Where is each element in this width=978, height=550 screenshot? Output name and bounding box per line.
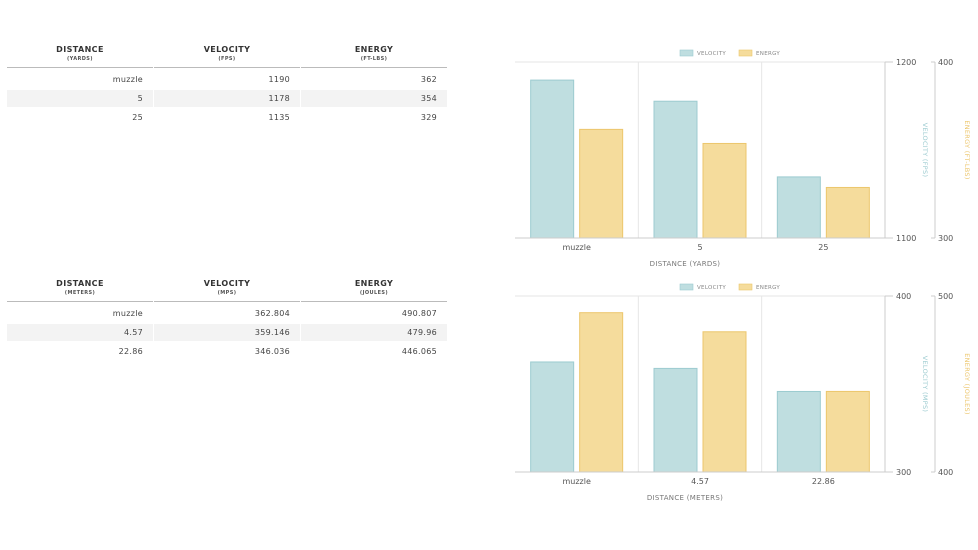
cell-distance: 4.57 — [7, 324, 153, 341]
legend-swatch-energy — [738, 49, 753, 57]
y-tick-label-velocity: 1200 — [896, 58, 916, 67]
legend-label-energy: ENERGY — [756, 285, 780, 291]
x-tick-label: 5 — [697, 243, 702, 252]
header-energy: ENERGY (JOULES) — [301, 279, 447, 302]
y-axis-label-velocity: VELOCITY (MPS) — [921, 356, 929, 412]
x-tick-label: 4.57 — [691, 477, 709, 486]
legend-label-velocity: VELOCITY — [697, 285, 726, 291]
ballistics-table-metric: DISTANCE (METERS) VELOCITY (MPS) ENERGY … — [7, 279, 447, 360]
legend-swatch-velocity — [679, 283, 694, 291]
cell-energy: 490.807 — [401, 309, 437, 318]
x-tick-label: muzzle — [562, 243, 590, 252]
legend-swatch-velocity — [679, 49, 694, 57]
cell-velocity: 1178 — [154, 90, 300, 107]
table-row: 25 1135 329 — [7, 109, 447, 126]
cell-velocity: 346.036 — [254, 347, 290, 356]
bar-energy-0 — [579, 128, 624, 239]
y-axis-label-velocity: VELOCITY (FPS) — [921, 123, 929, 178]
cell-velocity: 359.146 — [154, 324, 300, 341]
ballistics-table-imperial: DISTANCE (YARDS) VELOCITY (FPS) ENERGY (… — [7, 45, 447, 126]
y-tick-label-velocity: 400 — [896, 292, 911, 301]
table-header: DISTANCE (METERS) VELOCITY (MPS) ENERGY … — [7, 279, 447, 302]
cell-distance: 22.86 — [118, 347, 143, 356]
table-row: 4.57 359.146 479.96 — [7, 324, 447, 341]
table-row: muzzle 1190 362 — [7, 71, 447, 88]
legend-label-energy: ENERGY — [756, 51, 780, 57]
header-distance: DISTANCE (YARDS) — [7, 45, 153, 68]
table-row: 5 1178 354 — [7, 90, 447, 107]
cell-energy: 479.96 — [301, 324, 447, 341]
table-row: muzzle 362.804 490.807 — [7, 305, 447, 322]
y-tick-label-energy: 400 — [938, 58, 953, 67]
bar-velocity-0 — [530, 79, 575, 239]
cell-distance: 5 — [7, 90, 153, 107]
header-velocity: VELOCITY (MPS) — [154, 279, 300, 302]
bar-velocity-1 — [653, 367, 698, 473]
cell-velocity: 362.804 — [254, 309, 290, 318]
cell-distance: muzzle — [112, 75, 143, 84]
table-header: DISTANCE (YARDS) VELOCITY (FPS) ENERGY (… — [7, 45, 447, 68]
cell-energy: 446.065 — [401, 347, 437, 356]
x-tick-label: muzzle — [562, 477, 590, 486]
cell-distance: muzzle — [112, 309, 143, 318]
y-tick-label-energy: 300 — [938, 234, 953, 243]
bar-energy-0 — [579, 312, 624, 473]
cell-distance: 25 — [132, 113, 143, 122]
bar-energy-2 — [825, 186, 870, 239]
y-axis-label-energy: ENERGY (JOULES) — [963, 353, 971, 415]
bar-energy-2 — [825, 390, 870, 473]
x-axis-label: DISTANCE (METERS) — [647, 494, 723, 502]
y-tick-label-energy: 400 — [938, 468, 953, 477]
cell-energy: 354 — [301, 90, 447, 107]
bar-energy-1 — [702, 142, 747, 239]
y-axis-label-energy: ENERGY (FT-LBS) — [963, 120, 971, 179]
header-distance: DISTANCE (METERS) — [7, 279, 153, 302]
cell-velocity: 1190 — [268, 75, 290, 84]
table-row: 22.86 346.036 446.065 — [7, 343, 447, 360]
bar-energy-1 — [702, 331, 747, 473]
bar-velocity-2 — [776, 176, 821, 239]
header-velocity: VELOCITY (FPS) — [154, 45, 300, 68]
cell-energy: 362 — [420, 75, 437, 84]
cell-velocity: 1135 — [268, 113, 290, 122]
cell-energy: 329 — [420, 113, 437, 122]
header-energy: ENERGY (FT-LBS) — [301, 45, 447, 68]
x-axis-label: DISTANCE (YARDS) — [650, 260, 721, 268]
y-tick-label-energy: 500 — [938, 292, 953, 301]
y-tick-label-velocity: 300 — [896, 468, 911, 477]
x-tick-label: 25 — [818, 243, 828, 252]
bar-velocity-1 — [653, 100, 698, 239]
bar-velocity-2 — [776, 390, 821, 473]
bar-velocity-0 — [530, 361, 575, 473]
legend-swatch-energy — [738, 283, 753, 291]
x-tick-label: 22.86 — [812, 477, 835, 486]
legend-label-velocity: VELOCITY — [697, 51, 726, 57]
y-tick-label-velocity: 1100 — [896, 234, 916, 243]
